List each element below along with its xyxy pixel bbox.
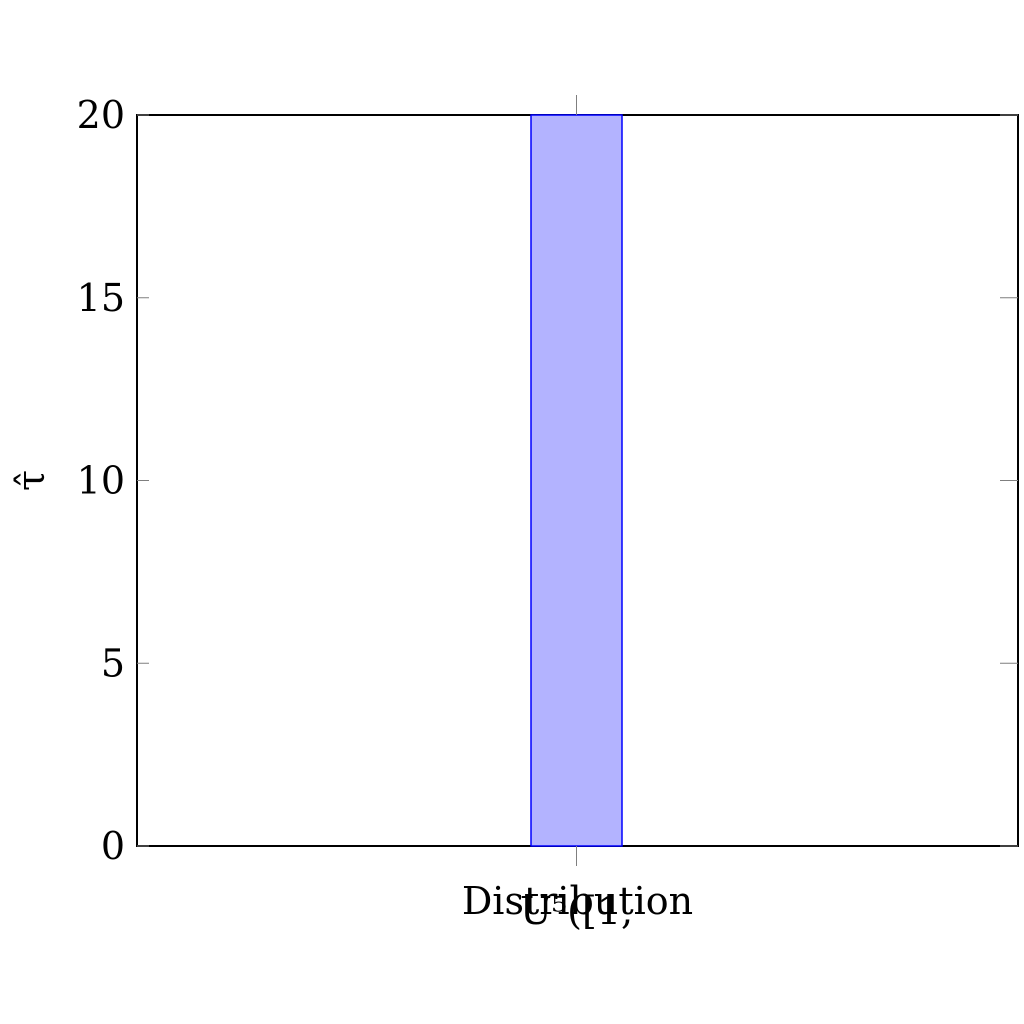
x-axis-title: Distribution bbox=[462, 879, 693, 923]
x-tick-label: U⁵([1, bbox=[520, 889, 633, 933]
y-axis-ticks: 0 5 10 15 20 bbox=[77, 93, 1018, 868]
x-axis-ticks: U⁵([1, bbox=[520, 95, 633, 933]
y-tick-label: 15 bbox=[77, 276, 125, 320]
y-tick-label: 20 bbox=[77, 93, 125, 137]
bars bbox=[530, 114, 623, 847]
y-axis-title: τ̂ bbox=[9, 470, 53, 491]
y-tick-label: 10 bbox=[77, 459, 125, 503]
bar bbox=[530, 114, 623, 847]
y-tick-label: 5 bbox=[101, 641, 125, 685]
y-tick-label: 0 bbox=[101, 824, 125, 868]
